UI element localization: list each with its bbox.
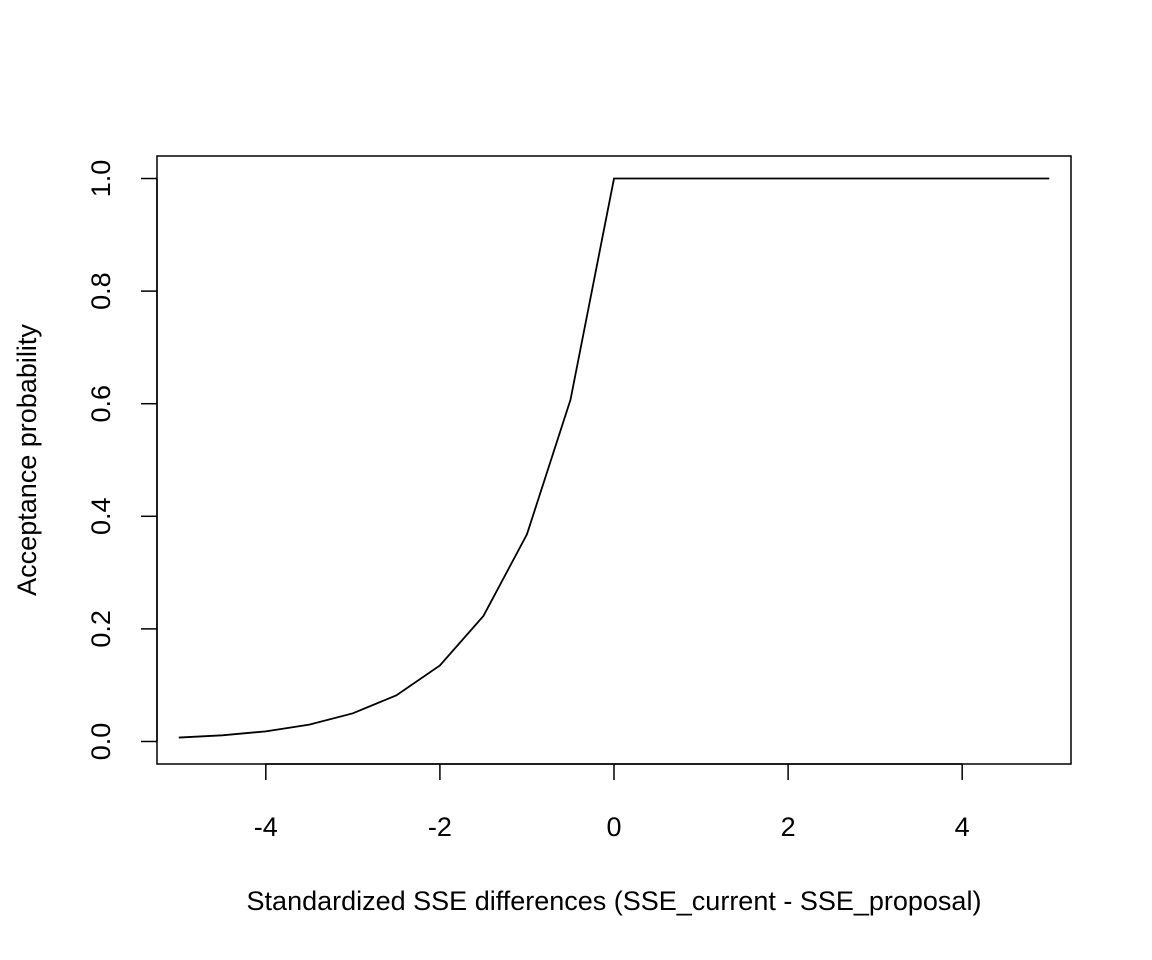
x-axis-title: Standardized SSE differences (SSE_curren… xyxy=(247,886,982,916)
plot-frame xyxy=(156,155,1072,765)
x-axis: -4 -2 0 2 4 xyxy=(254,763,970,842)
y-tick-label: 0.6 xyxy=(86,385,116,423)
x-tick-label: -2 xyxy=(428,812,452,842)
y-tick-label: 0.8 xyxy=(86,272,116,310)
y-axis: 0.0 0.2 0.4 0.6 0.8 1.0 xyxy=(86,160,158,761)
y-tick-label: 0.4 xyxy=(86,498,116,536)
x-tick-label: 2 xyxy=(781,812,796,842)
y-axis-title: Acceptance probability xyxy=(12,324,42,596)
x-tick-label: -4 xyxy=(254,812,278,842)
y-tick-label: 0.0 xyxy=(86,723,116,761)
y-tick-label: 1.0 xyxy=(86,160,116,198)
x-tick-label: 4 xyxy=(955,812,970,842)
acceptance-probability-curve xyxy=(178,177,1050,739)
x-tick-label: 0 xyxy=(606,812,621,842)
y-tick-label: 0.2 xyxy=(86,610,116,648)
